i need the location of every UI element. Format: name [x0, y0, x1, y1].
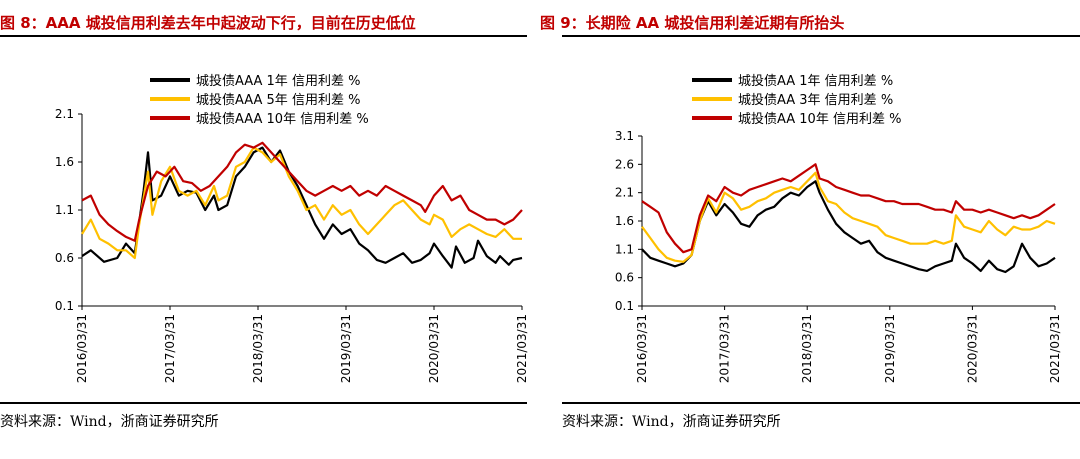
- y-tick-label: 1.6: [615, 214, 634, 228]
- legend-label: 城投债AA 10年 信用利差 %: [738, 111, 901, 127]
- y-tick-label: 0.6: [615, 271, 634, 285]
- x-tick-label: 2018/03/31: [251, 314, 265, 383]
- title-divider: [0, 35, 527, 37]
- x-tick-label: 2018/03/31: [800, 314, 814, 383]
- x-tick-label: 2021/03/31: [515, 314, 529, 383]
- title-divider: [562, 35, 1080, 37]
- x-tick-label: 2019/03/31: [339, 314, 353, 383]
- source-note: 资料来源：Wind，浙商证券研究所: [562, 414, 781, 430]
- y-tick-label: 2.6: [615, 157, 634, 171]
- series-line-2: [81, 146, 522, 260]
- x-tick-label: 2020/03/31: [965, 314, 979, 383]
- source-note: 资料来源：Wind，浙商证券研究所: [0, 414, 219, 430]
- legend-label: 城投债AAA 5年 信用利差 %: [196, 92, 360, 108]
- line-chart: 0.1 0.6 1.1 1.6 2.1 2016/03/31 2017/03/31 2018/…: [55, 73, 529, 383]
- y-tick-label: 1.6: [55, 155, 74, 169]
- figure-title: 图 9：长期险 AA 城投信用利差近期有所抬头: [540, 14, 845, 32]
- legend-label: 城投债AA 3年 信用利差 %: [738, 92, 893, 108]
- x-tick-label: 2016/03/31: [635, 314, 649, 383]
- x-tick-label: 2019/03/31: [883, 314, 897, 383]
- series-line-2: [641, 171, 1056, 263]
- source-divider: [562, 402, 1080, 404]
- x-tick-label: 2017/03/31: [163, 314, 177, 383]
- x-tick-label: 2017/03/31: [718, 314, 732, 383]
- source-divider: [0, 402, 527, 404]
- series-line-1: [641, 180, 1056, 274]
- y-tick-label: 1.1: [55, 203, 74, 217]
- legend-label: 城投债AAA 1年 信用利差 %: [196, 73, 360, 89]
- x-tick-label: 2021/03/31: [1048, 314, 1062, 383]
- chart-panel-left: 图 8：AAA 城投信用利差去年中起波动下行，目前在历史低位 0.1 0.6 1.1…: [0, 14, 529, 430]
- y-tick-label: 2.1: [55, 107, 74, 121]
- chart-panel-right: 图 9：长期险 AA 城投信用利差近期有所抬头 0.1 0.6 1.1 1.6 2.1 2…: [540, 0, 1080, 459]
- y-tick-label: 0.6: [55, 251, 74, 265]
- y-tick-label: 2.1: [615, 186, 634, 200]
- y-tick-label: 0.1: [615, 299, 634, 313]
- series-line-1: [81, 146, 523, 269]
- y-tick-label: 0.1: [55, 299, 74, 313]
- y-tick-label: 1.1: [615, 242, 634, 256]
- series-line-3: [81, 141, 523, 242]
- legend-label: 城投债AA 1年 信用利差 %: [738, 73, 893, 89]
- y-tick-label: 3.1: [615, 129, 634, 143]
- x-tick-label: 2016/03/31: [75, 314, 89, 383]
- x-tick-label: 2020/03/31: [427, 314, 441, 383]
- figure-title: 图 8：AAA 城投信用利差去年中起波动下行，目前在历史低位: [0, 14, 416, 32]
- legend-label: 城投债AAA 10年 信用利差 %: [196, 111, 369, 127]
- series-line-3: [641, 163, 1056, 254]
- line-chart: 0.1 0.6 1.1 1.6 2.1 2.6 3.1 2016/03/31 2017/03/3…: [615, 73, 1062, 383]
